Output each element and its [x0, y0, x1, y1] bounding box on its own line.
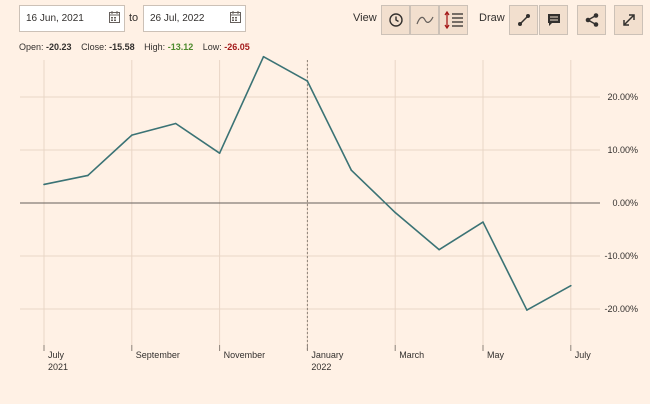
date-to-value: 26 Jul, 2022: [150, 13, 205, 24]
data-point: [350, 169, 353, 171]
x-tick-label: January: [311, 350, 344, 360]
data-point: [394, 211, 397, 214]
clock-icon: [388, 13, 403, 27]
line-chart-button[interactable]: [410, 5, 439, 35]
data-point: [482, 221, 484, 223]
clock-button[interactable]: [381, 5, 410, 35]
high-label: High:: [144, 42, 166, 52]
data-point: [526, 309, 528, 311]
date-from-input[interactable]: 16 Jun, 2021: [19, 5, 125, 32]
low-label: Low:: [202, 42, 222, 52]
y-tick-label: -20.00%: [604, 304, 638, 314]
y-tick-label: 20.00%: [607, 92, 638, 102]
x-tick-label: July: [48, 350, 65, 360]
x-tick-year-label: 2021: [48, 362, 68, 372]
open-label: Open:: [19, 42, 44, 52]
calendar-icon[interactable]: [230, 11, 241, 23]
expand-icon: [622, 14, 635, 26]
y-tick-label: 0.00%: [612, 198, 638, 208]
data-point: [43, 183, 45, 186]
data-point: [306, 80, 309, 82]
annotation-button[interactable]: [539, 5, 568, 35]
open-value: -20.23: [46, 42, 72, 52]
data-point: [87, 174, 89, 177]
date-from-value: 16 Jun, 2021: [26, 13, 84, 24]
date-range-to-label: to: [129, 12, 139, 24]
x-tick-year-label: 2022: [311, 362, 331, 372]
x-tick-label: July: [575, 350, 592, 360]
data-point: [262, 55, 265, 58]
indicators-button[interactable]: [439, 5, 468, 35]
data-point: [570, 284, 572, 287]
close-value: -15.58: [109, 42, 135, 52]
share-button[interactable]: [577, 5, 606, 35]
draw-line-button[interactable]: [509, 5, 538, 35]
data-point: [174, 122, 177, 125]
x-tick-label: March: [399, 350, 424, 360]
high-value: -13.12: [167, 42, 194, 52]
share-icon: [585, 13, 598, 27]
date-to-input[interactable]: 26 Jul, 2022: [143, 5, 246, 32]
draw-line-icon: [517, 14, 530, 26]
view-label: View: [353, 12, 377, 24]
low-value: -26.05: [224, 42, 250, 52]
y-tick-label: -10.00%: [604, 251, 638, 261]
expand-button[interactable]: [614, 5, 643, 35]
line-chart-icon: [415, 16, 434, 25]
close-label: Close:: [81, 42, 107, 52]
ohlc-summary: Open: -20.23 Close: -15.58 High: -13.12 …: [19, 42, 250, 52]
calendar-icon[interactable]: [109, 11, 120, 23]
y-tick-label: 10.00%: [607, 145, 638, 155]
indicators-icon: [443, 11, 463, 29]
draw-label: Draw: [479, 12, 505, 24]
x-tick-label: September: [136, 350, 180, 360]
x-tick-label: November: [224, 350, 266, 360]
data-point: [218, 152, 221, 154]
data-point: [438, 248, 440, 251]
x-tick-label: May: [487, 350, 505, 360]
data-point: [131, 134, 133, 136]
annotation-icon: [547, 14, 560, 26]
